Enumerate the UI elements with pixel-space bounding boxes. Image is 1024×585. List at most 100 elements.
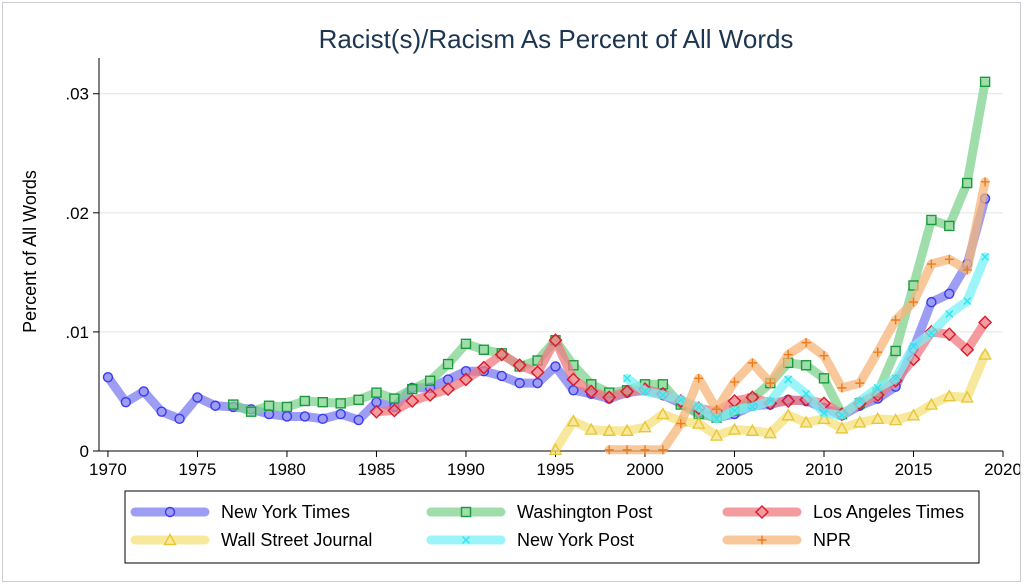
washington-post-point bbox=[979, 76, 991, 88]
new-york-times-point bbox=[210, 400, 221, 411]
wall-street-journal-point bbox=[602, 423, 616, 436]
new-york-post-point bbox=[694, 402, 703, 411]
washington-post-point bbox=[228, 399, 239, 410]
legend-label: Wall Street Journal bbox=[221, 530, 372, 550]
new-york-times-point bbox=[192, 392, 203, 403]
los-angeles-times-point bbox=[530, 365, 545, 380]
x-tick-label: 2015 bbox=[895, 460, 933, 479]
npr-point bbox=[855, 378, 865, 388]
new-york-post-point bbox=[909, 342, 918, 351]
series-npr bbox=[604, 177, 990, 455]
los-angeles-times-point bbox=[458, 372, 473, 387]
npr-point bbox=[712, 404, 722, 414]
legend-marker bbox=[163, 533, 177, 546]
series-new-york-post bbox=[622, 252, 990, 424]
wall-street-journal-point bbox=[906, 408, 921, 421]
los-angeles-times-point bbox=[584, 384, 599, 399]
legend-marker bbox=[755, 505, 769, 519]
npr-point bbox=[926, 259, 936, 269]
washington-post-point bbox=[478, 344, 490, 355]
los-angeles-times-point bbox=[476, 360, 491, 375]
new-york-post-point bbox=[784, 375, 793, 384]
wall-street-journal-point bbox=[888, 413, 903, 426]
new-york-post-point bbox=[891, 374, 900, 383]
new-york-times-point bbox=[353, 414, 364, 426]
wall-street-journal-point bbox=[978, 347, 992, 360]
new-york-post-point bbox=[981, 252, 990, 261]
washington-post-point bbox=[317, 396, 328, 408]
washington-post-point bbox=[371, 387, 382, 398]
wall-street-journal-point bbox=[853, 415, 867, 428]
washington-post-point bbox=[961, 177, 973, 189]
npr-point bbox=[962, 265, 972, 275]
npr-point bbox=[837, 383, 847, 393]
wall-street-journal-point bbox=[960, 390, 974, 403]
wall-street-journal-point bbox=[727, 422, 742, 435]
new-york-post-point bbox=[963, 296, 972, 305]
npr-point bbox=[765, 378, 775, 388]
new-york-times-point bbox=[102, 371, 114, 383]
x-tick-label: 2005 bbox=[716, 460, 754, 479]
x-tick-label: 1985 bbox=[358, 460, 396, 479]
new-york-times-point bbox=[156, 406, 167, 417]
axes: 0 .01 .02 .03 1970 1975 1980 1985 1990 1995 2000 20… bbox=[65, 58, 1020, 479]
wall-street-journal-point bbox=[942, 389, 956, 402]
new-york-times-point bbox=[138, 386, 149, 397]
wall-street-journal-band bbox=[550, 350, 990, 455]
washington-post-point bbox=[281, 401, 293, 413]
x-tick-label: 1975 bbox=[179, 460, 217, 479]
legend-label: New York Times bbox=[221, 502, 350, 522]
new-york-post-point bbox=[945, 310, 954, 319]
npr-point bbox=[640, 445, 650, 455]
npr-point bbox=[819, 351, 829, 361]
new-york-post-point bbox=[748, 402, 757, 411]
new-york-post-point bbox=[730, 406, 739, 415]
npr-point bbox=[658, 445, 668, 455]
legend-label: Washington Post bbox=[517, 502, 652, 522]
wall-street-journal-point bbox=[763, 426, 777, 439]
npr-point bbox=[801, 338, 811, 348]
new-york-times-point bbox=[335, 408, 346, 420]
x-tick-label: 2000 bbox=[626, 460, 664, 479]
legend-item-los-angeles-times: Los Angeles Times bbox=[722, 502, 964, 522]
legend-marker bbox=[462, 536, 470, 544]
x-tick-label: 1995 bbox=[537, 460, 575, 479]
los-angeles-times-point bbox=[423, 388, 438, 403]
washington-post-point bbox=[944, 220, 955, 232]
los-angeles-times-point bbox=[369, 404, 384, 419]
new-york-post-point bbox=[819, 408, 828, 417]
new-york-times-point bbox=[174, 413, 185, 425]
npr-point bbox=[783, 350, 793, 360]
new-york-times-point bbox=[550, 361, 561, 372]
los-angeles-times-point bbox=[942, 327, 957, 342]
los-angeles-times-point bbox=[494, 347, 509, 362]
y-axis-label: Percent of All Words bbox=[20, 170, 40, 333]
new-york-times-point bbox=[926, 296, 937, 308]
x-tick-label: 1970 bbox=[89, 460, 127, 479]
washington-post-point bbox=[926, 214, 937, 226]
npr-point bbox=[908, 297, 918, 307]
wall-street-journal-point bbox=[835, 421, 849, 434]
new-york-times-point bbox=[514, 377, 525, 389]
npr-band bbox=[604, 177, 990, 455]
legend-marker bbox=[460, 506, 472, 518]
los-angeles-times-point bbox=[548, 333, 563, 348]
los-angeles-times-point bbox=[620, 384, 635, 399]
washington-post-point bbox=[442, 358, 454, 370]
npr-point bbox=[676, 419, 686, 429]
wall-street-journal-point bbox=[781, 408, 795, 421]
npr-point bbox=[729, 377, 739, 387]
wall-street-journal-point bbox=[799, 415, 813, 428]
wall-street-journal-point bbox=[566, 414, 581, 427]
x-tick-label: 2020 bbox=[984, 460, 1020, 479]
y-tick-label: .02 bbox=[65, 204, 89, 223]
wall-street-journal-point bbox=[691, 416, 706, 429]
washington-post-point bbox=[263, 400, 275, 411]
washington-post-point bbox=[335, 398, 346, 409]
washington-post-point bbox=[800, 360, 812, 371]
legend-item-washington-post: Washington Post bbox=[426, 502, 652, 522]
npr-point bbox=[980, 177, 990, 187]
legend-item-wall-street-journal: Wall Street Journal bbox=[130, 530, 372, 550]
chart-title: Racist(s)/Racism As Percent of All Words bbox=[319, 24, 794, 54]
